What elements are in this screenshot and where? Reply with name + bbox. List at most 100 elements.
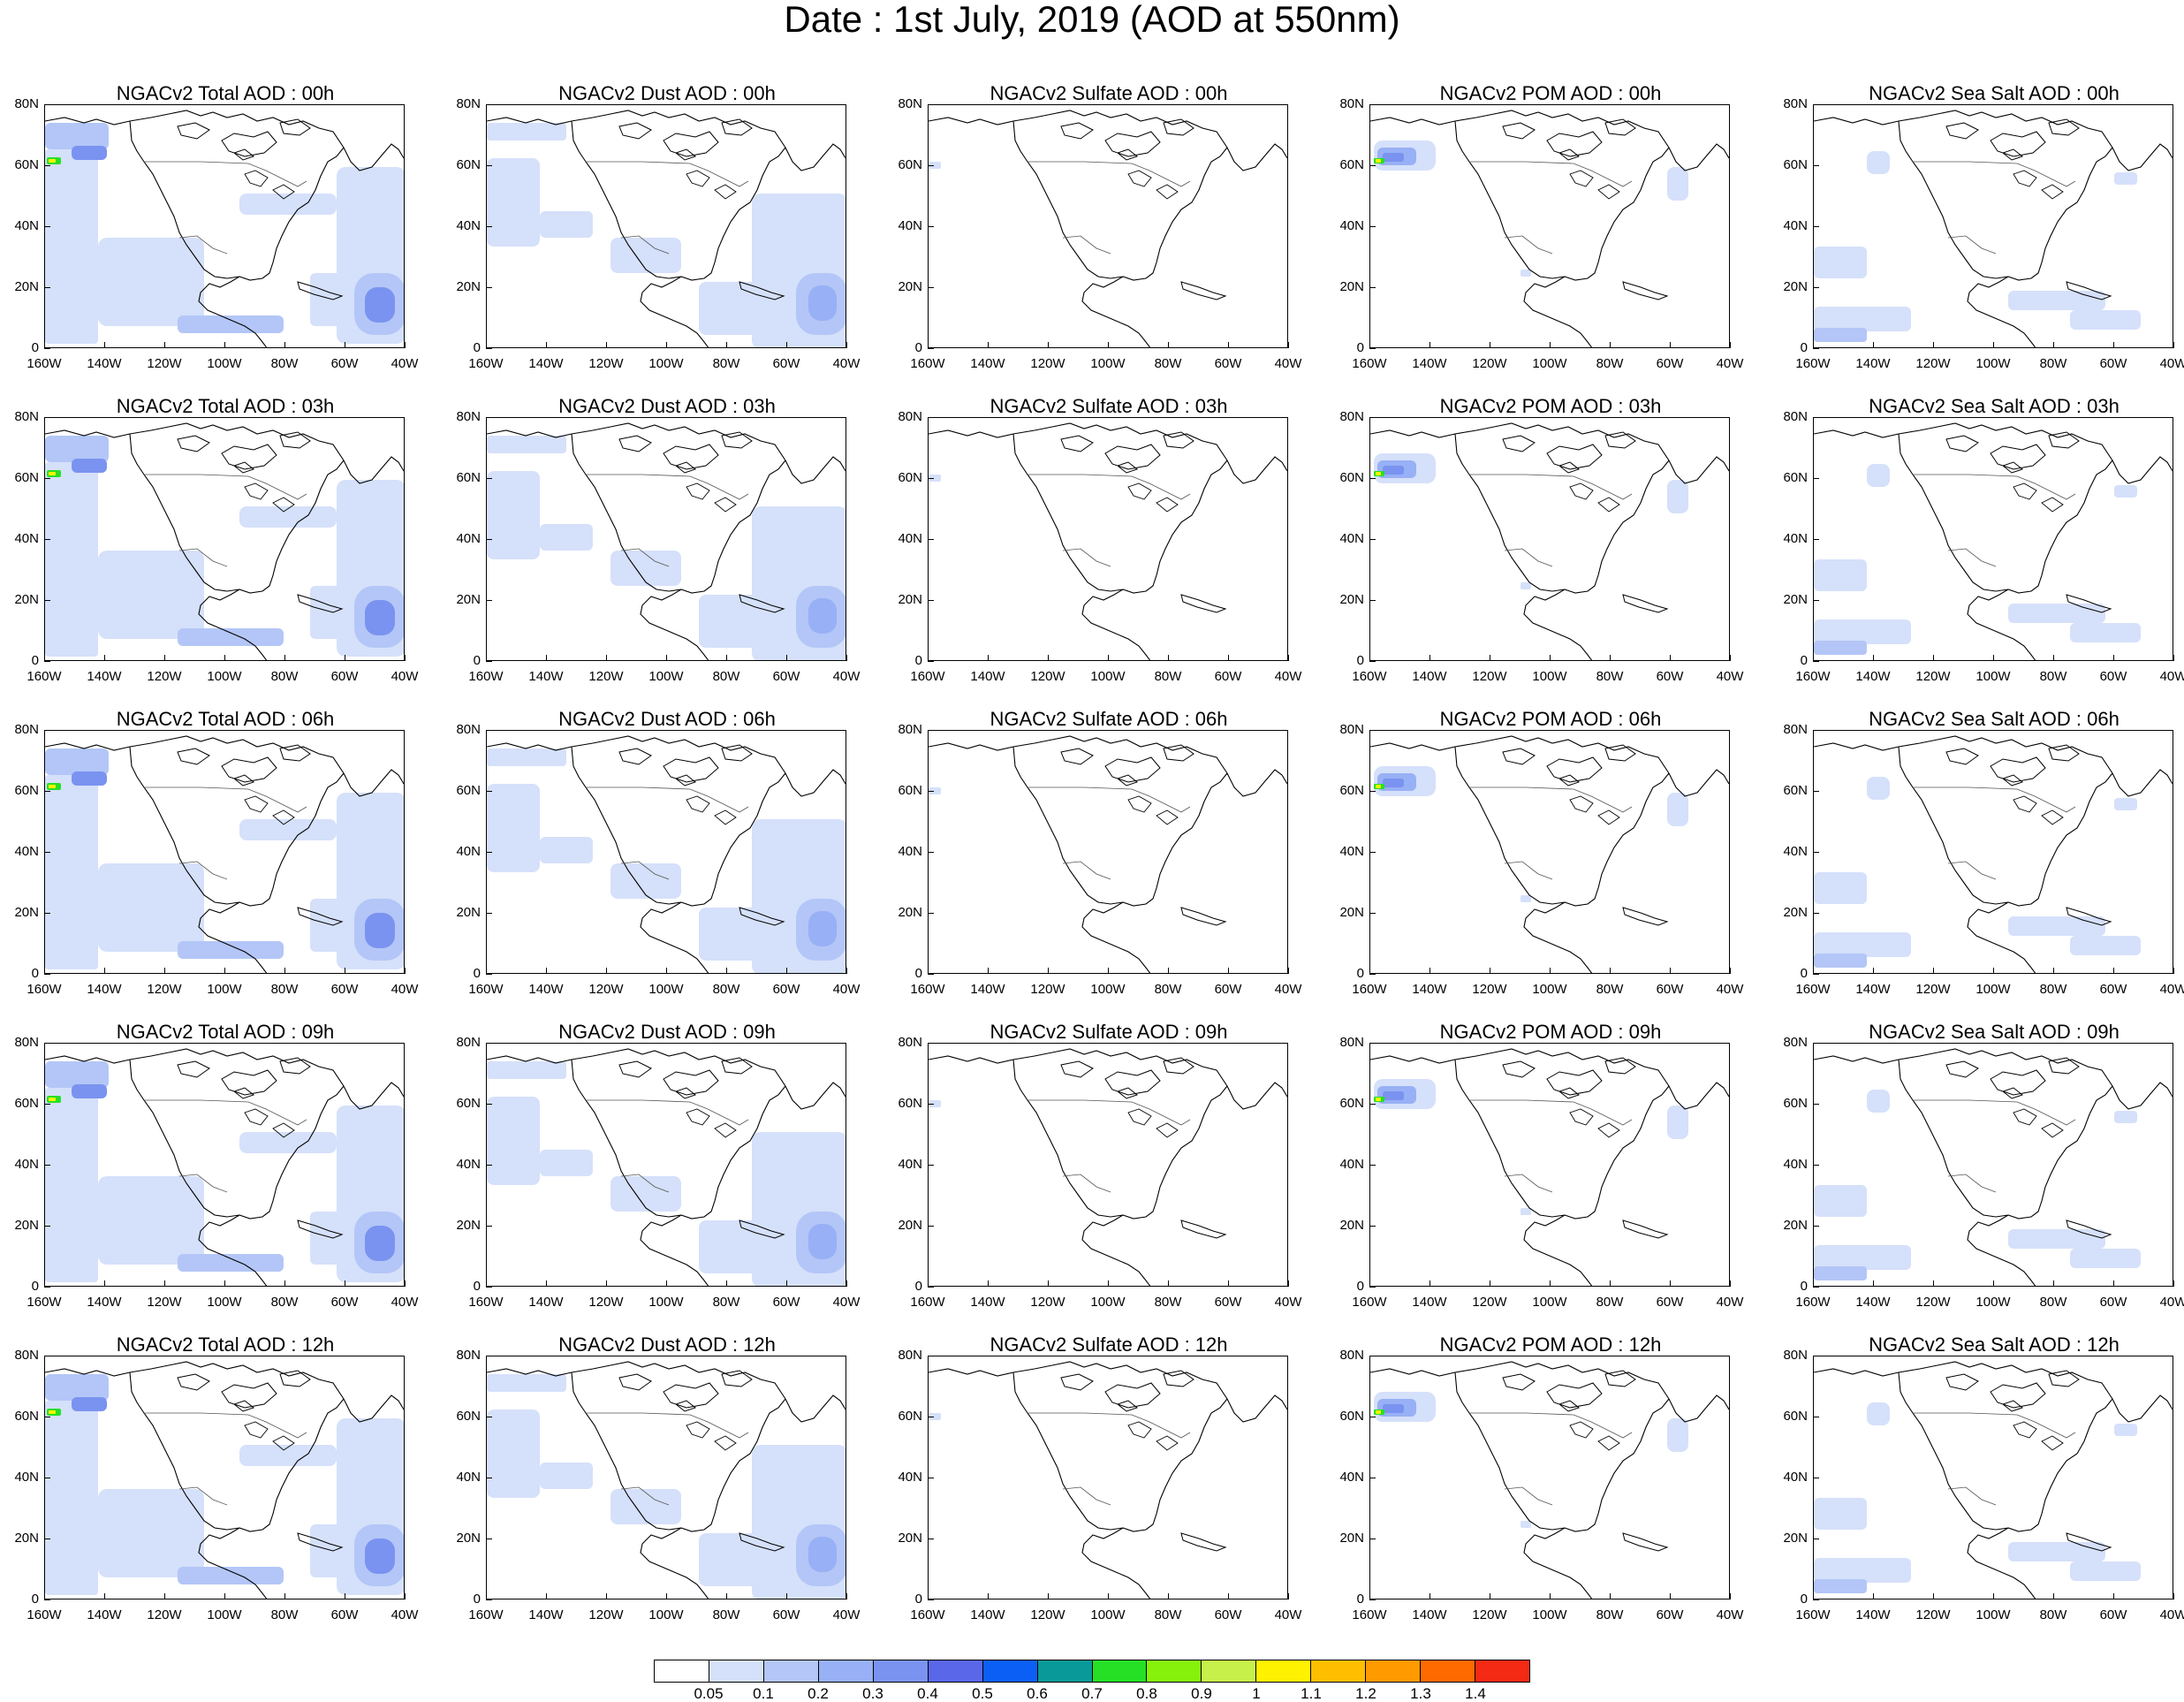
aod-plume [808,1537,837,1572]
coastline [929,110,1287,347]
lon-tick-label: 160W [910,669,945,684]
lat-tick-label: 20N [1783,1218,1808,1233]
lat-tick [486,730,492,731]
lon-tick [1369,968,1370,974]
lon-tick-label: 80W [1154,1295,1182,1310]
aod-map [1814,1048,2173,1286]
aod-plume [2008,291,2105,310]
lat-tick [1813,348,1819,349]
aod-plume [178,1254,284,1272]
lon-tick [1730,968,1731,974]
lat-tick-label: 0 [914,1592,922,1607]
aod-plume [808,598,837,634]
great-lakes [2013,1421,2064,1451]
lat-tick-label: 20N [14,592,39,607]
aod-plume [178,941,284,959]
lat-tick [928,478,934,479]
aod-plume [808,1224,837,1259]
lon-tick-label: 60W [772,356,800,371]
map-area [44,1356,405,1599]
lon-tick-label: 80W [2039,982,2067,997]
aod-map [1370,1048,1729,1286]
lon-tick [1730,1280,1731,1287]
lon-tick [1429,968,1430,974]
lon-tick [486,1280,487,1287]
map-panel-sulfate-03h: NGACv2 Sulfate AOD : 03h 80N 60N 40N 20N 0 160… [883,394,1325,707]
lat-tick [44,1104,50,1105]
aod-plume [310,1212,345,1265]
lon-tick-label: 40W [1274,356,1302,371]
aod-plume [1814,1498,1867,1530]
map-panel-seasalt-03h: NGACv2 Sea Salt AOD : 03h 80N 60N 40N 20N 0 16… [1769,394,2184,707]
country-borders [586,161,749,255]
lat-tick [1369,913,1376,914]
lon-tick [405,968,406,974]
lon-tick [1429,1593,1430,1599]
panel-title: NGACv2 Dust AOD : 00h [558,82,776,104]
lat-tick [44,539,50,540]
lat-tick-label: 20N [1339,1531,1364,1546]
lat-tick [486,1165,492,1166]
map-area [1369,104,1730,348]
lat-tick-label: 0 [473,653,481,668]
lon-tick-label: 40W [2159,982,2184,997]
lon-tick-label: 80W [1154,982,1182,997]
lon-tick-label: 120W [147,1607,182,1622]
colorbar-label: 1.2 [1355,1685,1376,1702]
colorbar-label: 0.4 [917,1685,938,1702]
aod-plume [2070,1561,2141,1581]
lon-tick-label: 160W [1352,356,1387,371]
aod-plume [699,1220,787,1273]
map-area [1369,417,1730,661]
lon-tick-label: 40W [391,1295,419,1310]
lat-tick-label: 60N [1783,470,1808,485]
lon-tick [1730,655,1731,661]
aod-plume [239,194,337,215]
great-lakes [1127,1421,1179,1451]
map-panel-seasalt-09h: NGACv2 Sea Salt AOD : 09h 80N 60N 40N 20N 0 16… [1769,1020,2184,1333]
lat-tick [44,226,50,227]
lon-tick [726,968,727,974]
aod-plume [1383,779,1404,787]
lon-tick-label: 40W [1274,982,1302,997]
lon-tick-label: 100W [1975,669,2011,684]
lon-tick-label: 40W [391,669,419,684]
lon-tick-label: 160W [1352,669,1387,684]
lat-tick [44,730,50,731]
lat-tick-label: 0 [473,1592,481,1607]
map-area [486,730,846,974]
aod-plume [540,211,593,238]
lon-tick [224,655,225,661]
map-panel-dust-06h: NGACv2 Dust AOD : 06h 80N 60N 40N 20N 0 160W 14… [442,707,883,1020]
coastline [45,422,404,660]
lon-tick-label: 80W [2039,1607,2067,1622]
aod-plume [49,159,56,163]
lat-tick-label: 40N [1783,1470,1808,1485]
lon-tick-label: 160W [910,356,945,371]
lat-tick-label: 0 [1356,966,1364,981]
lon-tick-label: 100W [648,1607,684,1622]
lat-tick [1813,791,1819,792]
lon-tick [224,342,225,348]
aod-map [1814,1361,2173,1599]
lon-tick [1933,1593,1934,1599]
lon-tick-label: 100W [1090,1295,1126,1310]
lat-tick [486,417,492,418]
lon-tick [1108,655,1109,661]
lat-tick [486,1043,492,1044]
lat-tick [1369,730,1376,731]
lat-tick [928,913,934,914]
islands [1945,1370,2112,1552]
lat-tick-label: 40N [898,1157,922,1172]
aod-plume [1667,167,1688,201]
panel-title: NGACv2 Sea Salt AOD : 03h [1869,395,2120,417]
lon-tick-label: 140W [1855,669,1891,684]
lon-tick-label: 40W [391,356,419,371]
lon-tick-label: 140W [87,1295,122,1310]
map-panel-dust-03h: NGACv2 Dust AOD : 03h 80N 60N 40N 20N 0 160W 14… [442,394,883,707]
lat-tick [1369,1165,1376,1166]
aod-map [487,110,846,347]
lon-tick [606,968,607,974]
panel-title: NGACv2 Total AOD : 00h [116,82,335,104]
lat-tick-label: 0 [914,966,922,981]
